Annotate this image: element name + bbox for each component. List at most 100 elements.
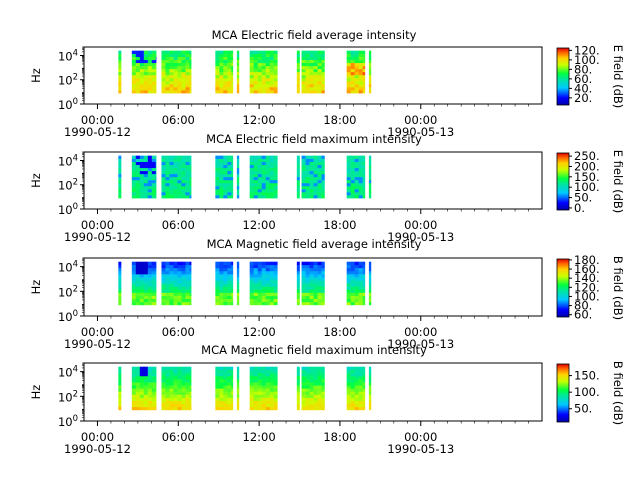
spectrogram-cell — [321, 379, 325, 383]
spectrogram-cell — [346, 274, 351, 278]
spectrogram-cell — [249, 173, 254, 178]
spectrogram-cell — [257, 295, 262, 300]
spectrogram-cell — [155, 173, 157, 178]
spectrogram-cell — [227, 59, 232, 64]
date-label: 1990-05-13 — [387, 337, 454, 351]
spectrogram-cell — [143, 59, 149, 64]
spectrogram-cell — [155, 182, 157, 187]
spectrogram-cell — [155, 261, 157, 266]
spectrogram-cell — [185, 261, 190, 266]
spectrogram-cell — [223, 283, 228, 287]
spectrogram-cell — [346, 301, 351, 306]
spectrogram-cell — [135, 182, 141, 187]
spectrogram-cell — [321, 264, 325, 269]
spectrogram-cell — [118, 403, 122, 408]
spectrogram-cell — [317, 68, 322, 73]
spectrogram-cell — [313, 292, 318, 296]
x-tick-label: 06:00 — [162, 113, 195, 127]
spectrogram-cell — [350, 379, 355, 383]
spectrogram-cell — [219, 176, 224, 181]
spectrogram-cell — [227, 195, 232, 199]
spectrogram-cell — [181, 56, 186, 61]
spectrogram-cell — [236, 77, 240, 82]
spectrogram-cell — [173, 170, 178, 175]
spectrogram-cell — [185, 369, 190, 374]
spectrogram-cell — [169, 295, 174, 300]
spectrogram-cell — [305, 277, 310, 281]
spectrogram-cell — [185, 267, 190, 272]
spectrogram-cell — [236, 195, 240, 199]
spectrogram-cell — [181, 267, 186, 272]
spectrogram-cell — [257, 400, 262, 405]
spectrogram-cell — [143, 74, 149, 79]
spectrogram-cell — [231, 155, 234, 159]
spectrogram-cell — [227, 74, 232, 79]
colorbar-tick-label: 150. — [574, 170, 600, 184]
spectrogram-cell — [161, 283, 166, 287]
spectrogram-cell — [169, 379, 174, 383]
spectrogram-cell — [169, 195, 174, 199]
spectrogram-cell — [189, 270, 192, 275]
spectrogram-cell — [317, 185, 322, 190]
spectrogram-cell — [143, 400, 149, 405]
spectrogram-cell — [313, 167, 318, 172]
date-label: 1990-05-12 — [64, 230, 131, 244]
spectrogram-cell — [309, 289, 314, 293]
spectrogram-cell — [346, 394, 351, 398]
spectrogram-cell — [173, 379, 178, 383]
spectrogram-cell — [368, 90, 372, 94]
spectrogram-cell — [358, 77, 363, 82]
spectrogram-cell — [305, 366, 310, 371]
spectrogram-cell — [131, 292, 137, 296]
spectrogram-cell — [131, 80, 137, 85]
spectrogram-cell — [139, 83, 145, 88]
spectrogram-cell — [147, 400, 153, 405]
spectrogram-cell — [249, 286, 254, 290]
spectrogram-cell — [354, 301, 359, 306]
spectrogram-cell — [223, 164, 228, 169]
spectrogram-cell — [236, 264, 240, 269]
spectrogram-cell — [269, 50, 274, 54]
spectrogram-cell — [346, 50, 351, 54]
spectrogram-cell — [161, 195, 166, 199]
spectrogram-cell — [161, 161, 166, 166]
spectrogram-cell — [358, 379, 363, 383]
spectrogram-cell — [301, 298, 306, 303]
spectrogram-cell — [231, 283, 234, 287]
spectrogram-cell — [249, 179, 254, 184]
spectrogram-cell — [317, 267, 322, 272]
spectrogram-cell — [155, 83, 157, 88]
spectrogram-cell — [135, 289, 141, 293]
spectrogram-cell — [231, 161, 234, 166]
spectrogram-cell — [317, 298, 322, 303]
spectrogram-cell — [362, 277, 366, 281]
spectrogram-cell — [227, 83, 232, 88]
spectrogram-cell — [368, 366, 372, 371]
spectrogram-cell — [321, 406, 325, 411]
spectrogram-cell — [362, 53, 366, 57]
spectrogram-cell — [215, 71, 220, 76]
spectrogram-cell — [189, 366, 192, 371]
spectrogram-cell — [236, 90, 240, 94]
spectrogram-cell — [269, 406, 274, 411]
spectrogram-cell — [173, 65, 178, 70]
spectrogram-cell — [173, 87, 178, 91]
spectrogram-cell — [169, 87, 174, 91]
spectrogram-cell — [313, 83, 318, 88]
spectrogram-cell — [131, 170, 137, 175]
spectrogram-cell — [253, 50, 258, 54]
spectrogram-cell — [358, 283, 363, 287]
spectrogram-cell — [223, 179, 228, 184]
spectrogram-cell — [309, 375, 314, 380]
spectrogram-cell — [354, 68, 359, 73]
spectrogram-cell — [151, 53, 157, 57]
spectrogram-cell — [321, 161, 325, 166]
spectrogram-cell — [169, 62, 174, 67]
spectrogram-cell — [265, 391, 270, 395]
spectrogram-cell — [313, 382, 318, 386]
spectrogram-cell — [155, 59, 157, 64]
spectrogram-cell — [253, 68, 258, 73]
spectrogram-cell — [131, 59, 137, 64]
spectrogram-cell — [185, 170, 190, 175]
spectrogram-cell — [236, 301, 240, 306]
